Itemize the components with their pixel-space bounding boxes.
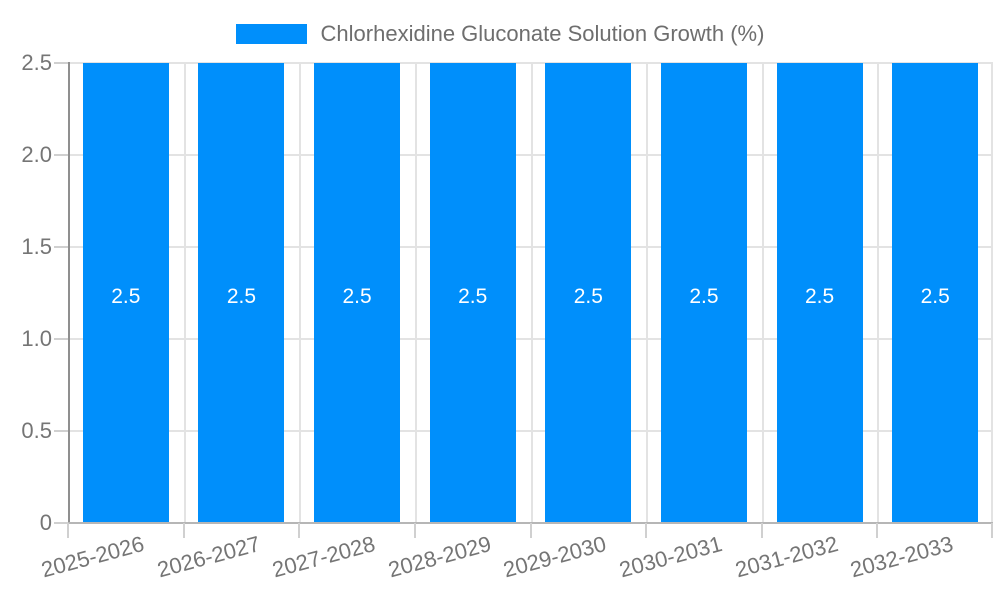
x-tick-mark xyxy=(991,523,993,538)
v-gridline xyxy=(299,63,302,523)
y-tick-label: 0.5 xyxy=(21,418,52,443)
y-tick-label: 2.5 xyxy=(21,50,52,75)
bar-value-label: 2.5 xyxy=(342,285,372,308)
x-tick-label: 2032-2033 xyxy=(847,531,956,583)
bar[interactable]: 2.5 xyxy=(660,63,747,523)
legend-label: Chlorhexidine Gluconate Solution Growth … xyxy=(320,21,765,46)
y-tick-label: 0 xyxy=(39,510,52,535)
v-gridline xyxy=(761,63,764,523)
y-tick-mark xyxy=(54,338,68,340)
x-tick-mark xyxy=(530,523,532,538)
bar[interactable]: 2.5 xyxy=(892,63,979,523)
x-tick-label: 2031-2032 xyxy=(732,531,841,583)
x-tick-mark xyxy=(761,523,763,538)
bar-value-label: 2.5 xyxy=(689,285,719,308)
v-gridline xyxy=(646,63,649,523)
bar-series: 2.5 2.5 2.5 2.5 2.5 2.5 2.5 2.5 xyxy=(68,63,993,523)
bar-value-label: 2.5 xyxy=(804,285,835,308)
x-tick-label: 2029-2030 xyxy=(500,531,609,583)
bar-value-label: 2.5 xyxy=(458,285,488,308)
y-tick-mark xyxy=(54,430,68,432)
v-gridline xyxy=(183,63,186,523)
x-tick-mark xyxy=(183,523,185,538)
v-gridline xyxy=(991,63,993,523)
legend[interactable]: Chlorhexidine Gluconate Solution Growth … xyxy=(0,16,1000,52)
bar-value-label: 2.5 xyxy=(920,285,950,308)
bar-value-label: 2.5 xyxy=(573,285,603,308)
bar-value-label: 2.5 xyxy=(226,285,257,308)
bar-value-label: 2.5 xyxy=(111,285,141,308)
bar[interactable]: 2.5 xyxy=(545,63,632,523)
y-tick-mark xyxy=(54,246,68,248)
x-tick-mark xyxy=(645,523,647,538)
y-tick-label: 2.0 xyxy=(21,142,52,167)
y-tick-mark xyxy=(54,154,68,156)
x-tick-label: 2030-2031 xyxy=(616,531,725,583)
bar[interactable]: 2.5 xyxy=(429,63,516,523)
y-axis-line xyxy=(68,62,70,524)
x-tick-mark xyxy=(876,523,878,538)
x-tick-label: 2025-2026 xyxy=(38,531,147,583)
y-tick-label: 1.5 xyxy=(21,234,52,259)
x-tick-mark xyxy=(67,523,69,538)
y-tick-label: 1.0 xyxy=(21,326,52,351)
v-gridline xyxy=(414,63,417,523)
x-tick-label: 2027-2028 xyxy=(269,531,378,583)
x-tick-label: 2026-2027 xyxy=(154,531,263,583)
bar[interactable]: 2.5 xyxy=(776,63,863,523)
bar[interactable]: 2.5 xyxy=(314,63,401,523)
y-tick-mark xyxy=(54,522,68,524)
y-tick-mark xyxy=(54,62,68,64)
x-tick-mark xyxy=(414,523,416,538)
bar[interactable]: 2.5 xyxy=(82,63,169,523)
plot-area: 2.5 2.5 2.5 2.5 2.5 2.5 2.5 2.5 xyxy=(68,62,993,524)
x-tick-mark xyxy=(298,523,300,538)
x-tick-label: 2028-2029 xyxy=(385,531,494,583)
legend-swatch xyxy=(235,24,307,44)
bar[interactable]: 2.5 xyxy=(198,63,285,523)
v-gridline xyxy=(530,63,533,523)
v-gridline xyxy=(877,63,880,523)
